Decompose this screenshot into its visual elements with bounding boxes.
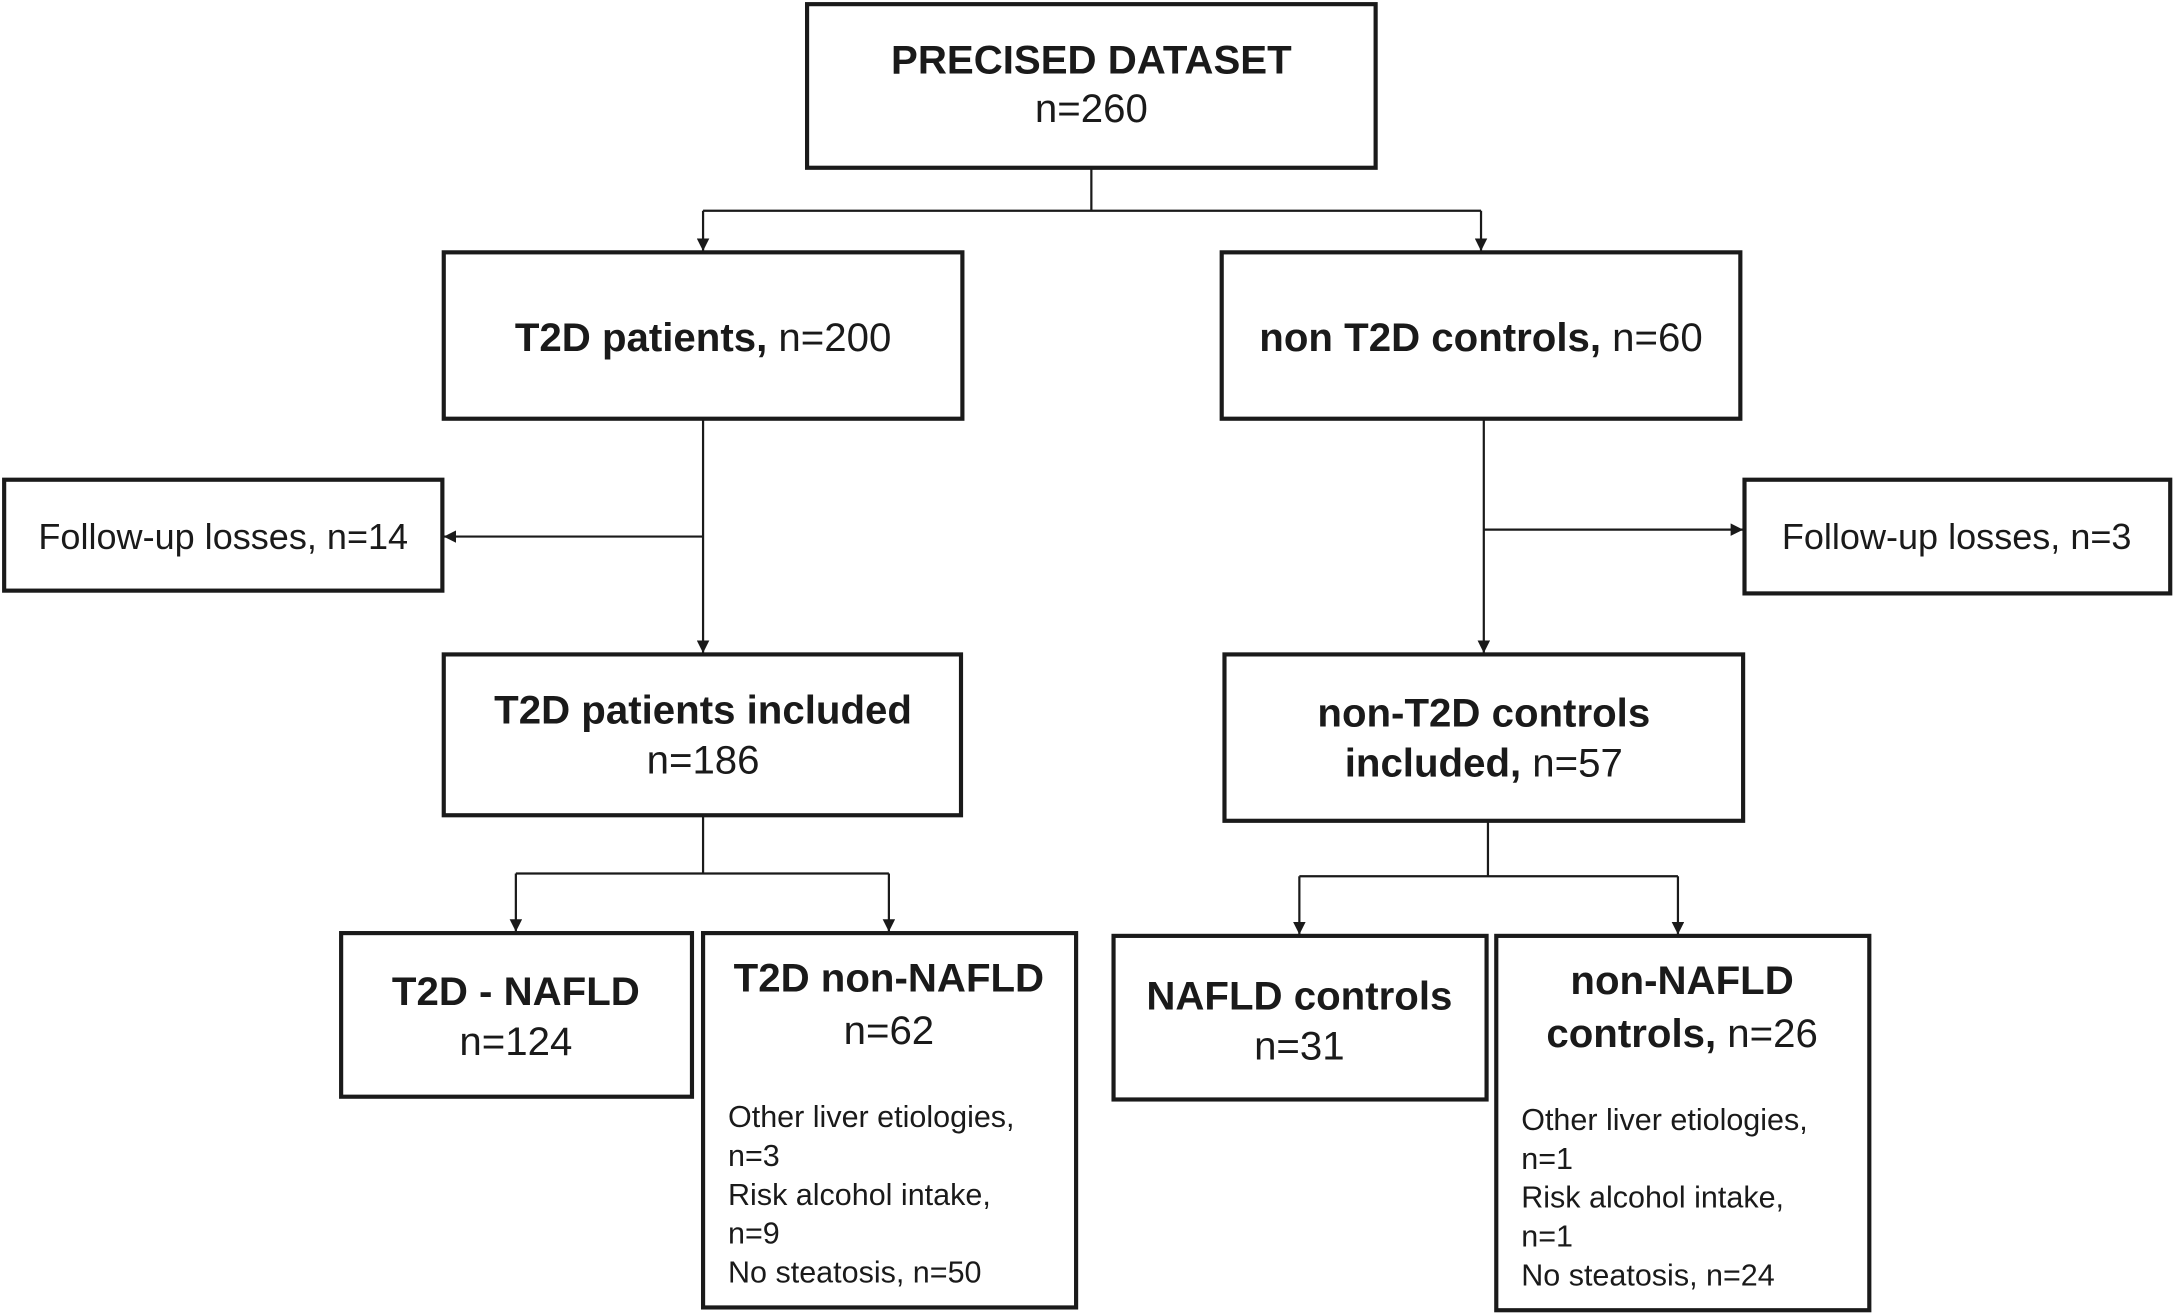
- node-control-losses: Follow-up losses, n=3: [1742, 477, 2173, 596]
- node-detail: Other liver etiologies,: [728, 1100, 1015, 1134]
- node-title: non-NAFLD: [1570, 958, 1793, 1003]
- node-detail: Risk alcohol intake,: [1521, 1181, 1784, 1215]
- node-detail: n=1: [1521, 1142, 1573, 1176]
- node-count: n=62: [844, 1008, 935, 1053]
- connectors: [443, 167, 1744, 935]
- node-t2d: T2D patients, n=200: [441, 250, 965, 421]
- box: [700, 931, 1079, 1310]
- box: [804, 2, 1378, 170]
- node-count: n=186: [647, 738, 760, 783]
- node-detail: Risk alcohol intake,: [728, 1178, 991, 1212]
- node-detail: n=3: [728, 1139, 780, 1173]
- node-detail: n=1: [1521, 1219, 1573, 1253]
- node-text: Follow-up losses, n=3: [1782, 516, 2132, 557]
- box: [2, 477, 445, 593]
- node-title: NAFLD controls: [1146, 973, 1452, 1018]
- node-t2d-losses: Follow-up losses, n=14: [2, 477, 445, 593]
- node-title: T2D patients,: [515, 315, 767, 360]
- node-t2d-non-nafld: T2D non-NAFLD n=62 Other liver etiologie…: [700, 931, 1079, 1310]
- node-t2d-nafld: T2D - NAFLD n=124: [339, 931, 695, 1099]
- node-title: T2D - NAFLD: [392, 969, 640, 1014]
- node-title: non-T2D controls: [1317, 691, 1650, 736]
- node-detail: Other liver etiologies,: [1521, 1103, 1808, 1137]
- box: [1222, 652, 1746, 823]
- node-controls: non T2D controls, n=60: [1219, 250, 1743, 421]
- box: [441, 250, 965, 421]
- node-title: included,: [1345, 740, 1521, 785]
- node-count: n=260: [1035, 86, 1148, 131]
- node-count: n=124: [459, 1019, 572, 1064]
- box: [1494, 933, 1872, 1313]
- node-dataset: PRECISED DATASET n=260: [804, 2, 1378, 170]
- node-label: T2D patients, n=200: [515, 315, 891, 360]
- node-count: n=26: [1727, 1011, 1818, 1056]
- node-detail: No steatosis, n=50: [728, 1255, 982, 1289]
- node-title: T2D patients included: [494, 688, 912, 733]
- box: [1219, 250, 1743, 421]
- node-label: included, n=57: [1345, 740, 1623, 785]
- node-label: controls, n=26: [1546, 1011, 1817, 1056]
- node-controls-included: non-T2D controls included, n=57: [1222, 652, 1746, 823]
- box: [1742, 477, 2173, 596]
- node-title: non T2D controls,: [1259, 315, 1601, 360]
- node-count: n=200: [778, 315, 891, 360]
- node-non-nafld-controls: non-NAFLD controls, n=26 Other liver etio…: [1494, 933, 1872, 1313]
- node-nafld-controls: NAFLD controls n=31: [1111, 933, 1489, 1102]
- node-count: n=60: [1612, 315, 1703, 360]
- node-text: Follow-up losses, n=14: [38, 516, 408, 557]
- node-count: n=57: [1532, 740, 1623, 785]
- node-title: T2D non-NAFLD: [734, 955, 1044, 1000]
- box: [1111, 933, 1489, 1102]
- node-t2d-included: T2D patients included n=186: [441, 652, 964, 818]
- node-title: PRECISED DATASET: [891, 37, 1292, 82]
- box: [441, 652, 964, 818]
- node-detail: No steatosis, n=24: [1521, 1258, 1775, 1292]
- node-count: n=31: [1254, 1023, 1345, 1068]
- node-title: controls,: [1546, 1011, 1716, 1056]
- node-label: non T2D controls, n=60: [1259, 315, 1702, 360]
- node-detail: n=9: [728, 1217, 780, 1251]
- box: [339, 931, 695, 1099]
